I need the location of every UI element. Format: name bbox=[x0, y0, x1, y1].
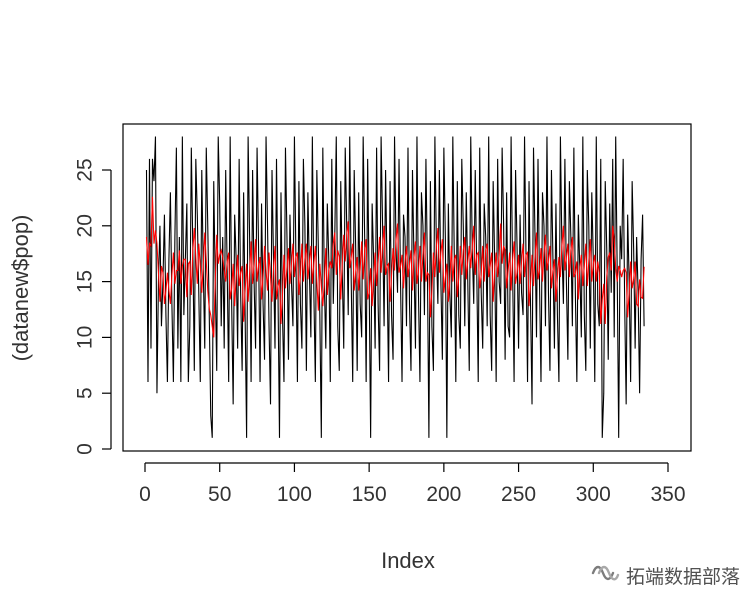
x-tick-label: 50 bbox=[208, 483, 231, 506]
x-tick-label: 0 bbox=[139, 483, 151, 506]
y-axis-title: (datanew$pop) bbox=[8, 215, 33, 362]
x-tick-label: 350 bbox=[650, 483, 685, 506]
observed-series-line bbox=[145, 136, 645, 438]
x-tick-label: 150 bbox=[352, 483, 387, 506]
x-axis-title-group: Index bbox=[381, 548, 435, 573]
x-axis-title: Index bbox=[381, 548, 435, 573]
y-tick-label: 5 bbox=[74, 387, 97, 399]
plot-frame bbox=[122, 123, 692, 452]
x-tick-label: 300 bbox=[576, 483, 611, 506]
y-tick-label: 20 bbox=[74, 214, 97, 237]
axes: 0 50 100 150 200 250 300 350 0 5 10 15 20 25 bbox=[74, 158, 686, 506]
plot-area bbox=[145, 136, 645, 438]
x-tick-label: 250 bbox=[501, 483, 536, 506]
x-tick-label: 100 bbox=[277, 483, 312, 506]
watermark: 拓端数据部落 bbox=[590, 560, 740, 590]
y-axis-title-group: (datanew$pop) bbox=[8, 215, 33, 362]
watermark-text: 拓端数据部落 bbox=[626, 565, 741, 588]
x-tick-label: 200 bbox=[426, 483, 461, 506]
smoothed-series-line bbox=[145, 196, 645, 338]
y-tick-label: 0 bbox=[74, 443, 97, 455]
y-tick-label: 10 bbox=[74, 326, 97, 349]
wechat-channel-icon bbox=[590, 561, 620, 590]
y-tick-label: 25 bbox=[74, 158, 97, 181]
y-tick-label: 15 bbox=[74, 270, 97, 293]
